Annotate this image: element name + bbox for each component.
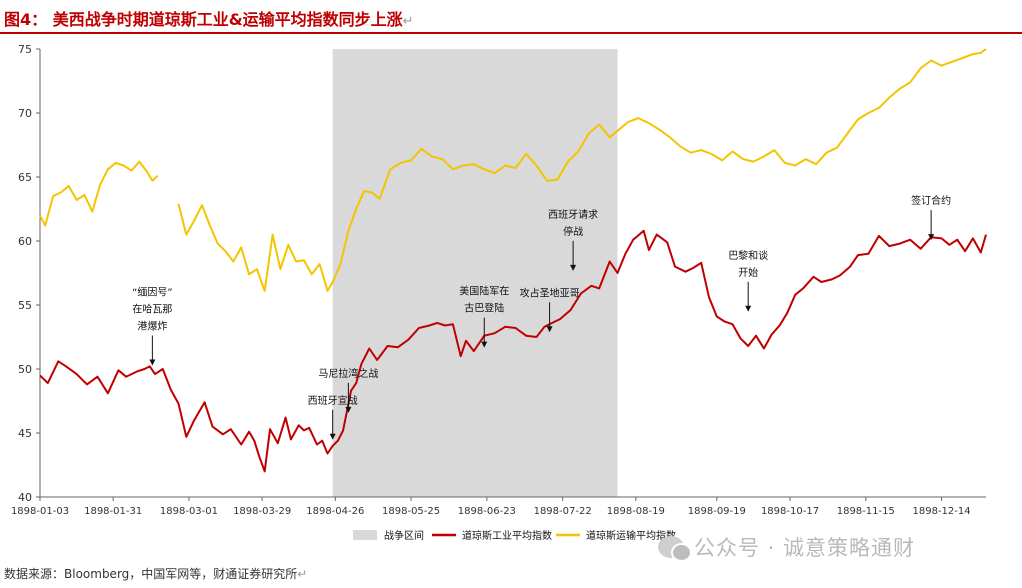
watermark: 公众号 · 诚意策略通财 xyxy=(658,532,915,562)
x-tick-label: 1898-12-14 xyxy=(913,506,971,517)
x-tick-label: 1898-10-17 xyxy=(761,506,819,517)
annotation-arrowhead xyxy=(928,234,935,241)
x-tick-label: 1898-07-22 xyxy=(534,506,592,517)
chart-svg: 40 45 50 55 60 65 70 75 1898-01-03 1898-01-31 1898… xyxy=(11,43,987,542)
x-tick-label: 1898-01-31 xyxy=(84,506,142,517)
y-tick-label: 75 xyxy=(18,43,32,56)
annotation-label: 巴黎和谈 xyxy=(728,249,768,262)
y-tick-label: 65 xyxy=(18,171,32,184)
x-tick-label: 1898-04-26 xyxy=(306,506,364,517)
source-note: 数据来源：Bloomberg，中国军网等，财通证券研究所↵ xyxy=(4,567,308,581)
y-tick-label: 40 xyxy=(18,491,32,504)
legend-label-war-period: 战争区间 xyxy=(384,529,424,542)
x-tick-label: 1898-11-15 xyxy=(837,506,895,517)
annotation-arrowhead xyxy=(745,305,752,312)
y-tick-label: 45 xyxy=(18,427,32,440)
annotation-label: 美国陆军在 xyxy=(459,285,509,298)
x-tick-label: 1898-08-19 xyxy=(607,506,665,517)
y-tick-label: 55 xyxy=(18,299,32,312)
x-tick-label: 1898-05-25 xyxy=(382,506,440,517)
annotation-label: 签订合约 xyxy=(911,194,951,207)
y-tick-label: 70 xyxy=(18,107,32,120)
annotation-label: 港爆炸 xyxy=(137,321,167,333)
annotation-label: 停战 xyxy=(563,225,583,238)
annotation-arrowhead xyxy=(329,433,336,440)
x-tick-label: 1898-03-01 xyxy=(160,506,218,517)
annotation-label: 古巴登陆 xyxy=(464,302,504,315)
y-tick-label: 50 xyxy=(18,363,32,376)
y-tick-label: 60 xyxy=(18,235,32,248)
annotation-arrowhead xyxy=(570,264,577,271)
wechat-icon xyxy=(658,536,692,562)
legend-label-industrial: 道琼斯工业平均指数 xyxy=(462,529,552,542)
annotation-label: 西班牙请求 xyxy=(548,208,598,221)
x-tick-label: 1898-09-19 xyxy=(688,506,746,517)
x-tick-label: 1898-01-03 xyxy=(11,506,69,517)
annotation-label: 西班牙宣战 xyxy=(308,394,358,407)
war-period-band xyxy=(332,49,618,497)
annotation-label: 马尼拉湾之战 xyxy=(318,367,378,380)
annotation-arrowhead xyxy=(546,326,553,333)
annotation-label: “缅因号” xyxy=(132,286,172,299)
annotation-arrowhead xyxy=(149,359,156,366)
annotation-label: 在哈瓦那 xyxy=(132,303,172,316)
legend-swatch-war-period xyxy=(353,530,377,540)
annotation-arrowhead xyxy=(345,406,352,413)
annotation-label: 攻占圣地亚哥 xyxy=(520,286,580,299)
legend-label-transport: 道琼斯运输平均指数 xyxy=(586,529,676,542)
x-tick-label: 1898-03-29 xyxy=(233,506,291,517)
title-rule xyxy=(0,32,1022,34)
page-title: 图4： 美西战争时期道琼斯工业&运输平均指数同步上涨↵ xyxy=(4,10,414,29)
annotation-label: 开始 xyxy=(738,266,758,279)
series-line-transport xyxy=(39,48,987,292)
annotation-arrowhead xyxy=(481,341,488,348)
x-tick-label: 1898-06-23 xyxy=(458,506,516,517)
